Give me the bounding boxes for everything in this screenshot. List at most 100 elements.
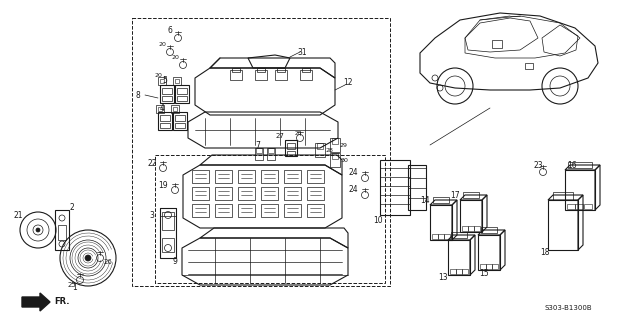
Text: 24: 24 [348,185,358,194]
Text: 6: 6 [168,26,173,35]
Bar [162,238,174,252]
Text: 13: 13 [438,274,448,283]
Bar [177,88,187,94]
Text: 8: 8 [135,91,140,100]
Bar [525,63,533,69]
Bar [448,240,470,275]
Bar [158,112,172,130]
Text: 25: 25 [67,282,76,288]
Bar [315,143,325,157]
Bar [548,200,578,250]
Bar [462,269,468,274]
Text: 7: 7 [256,140,260,149]
Bar [332,153,338,159]
Bar [444,234,450,239]
Text: 20: 20 [294,131,302,135]
Bar [175,79,179,83]
Bar [481,227,497,233]
Bar [307,170,324,183]
Circle shape [36,228,40,232]
Bar [463,192,479,198]
Text: 18: 18 [541,247,550,257]
Bar [486,264,492,269]
Bar [261,170,278,183]
Bar [575,204,583,209]
Bar [257,68,265,72]
Bar [330,153,340,167]
Bar [432,234,438,239]
Bar [171,105,179,113]
Bar [268,148,274,153]
Bar [160,85,174,103]
Bar [192,170,209,183]
Bar [238,204,255,217]
Bar [160,79,164,83]
Text: S303-B1300B: S303-B1300B [544,305,592,311]
Bar [160,123,170,128]
Bar [238,187,255,200]
Bar [261,204,278,217]
Bar [58,225,66,240]
Bar [158,107,162,111]
Text: 9: 9 [173,258,178,267]
Text: FR.: FR. [54,298,70,307]
Bar [255,70,267,80]
Bar [284,170,301,183]
Bar [267,148,275,160]
Bar [462,226,468,231]
Text: 14: 14 [420,196,430,204]
Text: 19: 19 [158,180,168,189]
Bar [492,264,498,269]
Bar [160,208,176,258]
Text: 20: 20 [171,54,179,60]
Bar [215,187,232,200]
Bar [156,105,164,113]
Bar [162,88,172,94]
Bar [261,187,278,200]
Bar [287,151,295,156]
Bar [160,208,176,216]
Bar [553,192,573,200]
Bar [232,68,240,72]
Bar [255,148,263,160]
Bar [380,160,410,215]
Text: 21: 21 [13,211,23,220]
Text: 31: 31 [297,47,307,57]
Bar [480,264,486,269]
Text: 5: 5 [163,76,168,84]
Text: 10: 10 [373,215,383,225]
Bar [456,269,462,274]
Bar [330,138,340,152]
Text: 27: 27 [275,133,284,139]
Text: 1: 1 [72,284,77,292]
Bar [173,77,181,85]
Bar [192,204,209,217]
Text: 2: 2 [70,203,74,212]
Bar [287,143,295,149]
Polygon shape [22,293,50,311]
Bar [175,123,185,128]
Bar [155,155,385,283]
Text: 3: 3 [149,211,154,220]
Bar [162,212,174,230]
Bar [177,96,187,101]
Bar [567,204,575,209]
Bar [460,200,482,232]
Text: 12: 12 [343,77,353,86]
Bar [55,210,69,250]
Circle shape [85,255,91,261]
Bar [468,226,474,231]
Text: 24: 24 [348,167,358,177]
Bar [175,115,185,121]
Bar [430,205,452,240]
Text: 26: 26 [103,259,112,265]
Bar [408,165,426,210]
Bar [478,235,500,270]
Bar [474,226,480,231]
Bar [173,107,177,111]
Bar [584,204,592,209]
Text: 17: 17 [450,190,460,199]
Bar [451,232,467,238]
Bar [173,112,187,130]
Text: 29: 29 [340,142,348,148]
